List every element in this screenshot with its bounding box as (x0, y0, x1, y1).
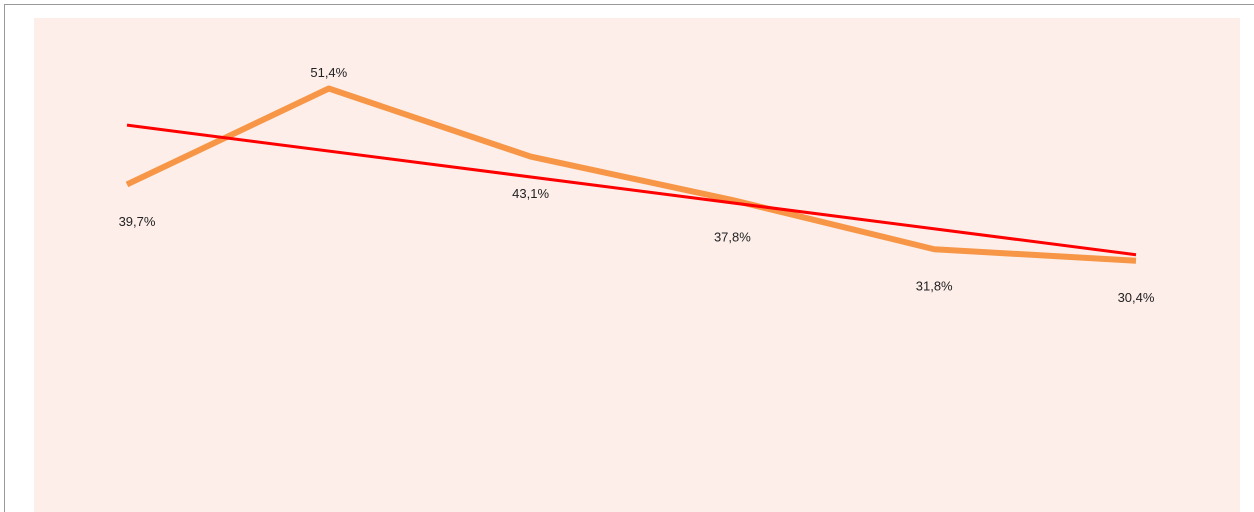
data-label: 37,8% (714, 229, 751, 244)
data-label: 39,7% (119, 214, 156, 229)
data-label: 51,4% (310, 65, 347, 80)
data-label: 30,4% (1118, 290, 1155, 305)
trendline (126, 123, 1137, 257)
data-label: 43,1% (512, 186, 549, 201)
data-label: 31,8% (916, 279, 953, 294)
data-line (125, 85, 1137, 264)
plot-area (34, 18, 1240, 512)
